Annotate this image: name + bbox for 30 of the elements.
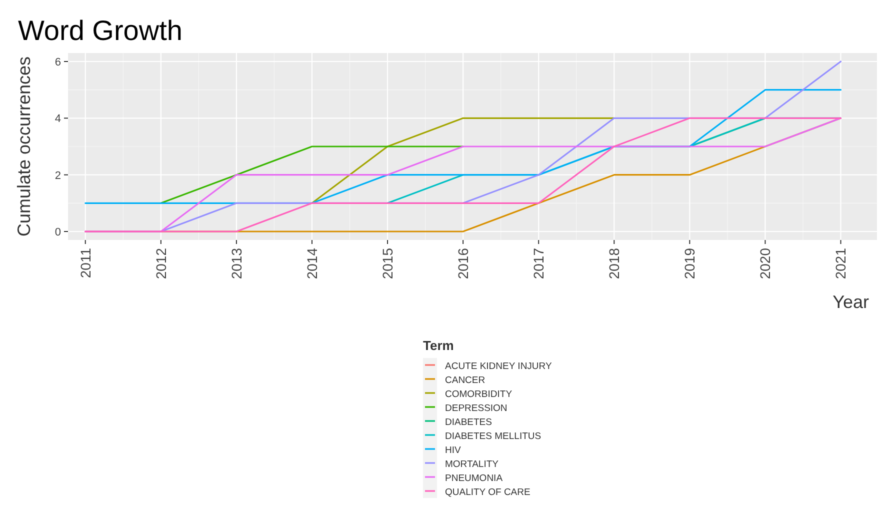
legend-label: ACUTE KIDNEY INJURY: [445, 361, 552, 372]
legend-label: HIV: [445, 445, 462, 456]
x-tick-label: 2011: [77, 248, 94, 278]
line-series: [84, 117, 842, 232]
y-tick-label: 4: [54, 113, 61, 126]
legend-label: CANCER: [445, 375, 486, 386]
chart-title: Word Growth: [18, 15, 182, 46]
y-tick-label: 6: [54, 56, 61, 68]
legend-title: Term: [423, 338, 454, 353]
legend-label: DIABETES: [445, 417, 492, 428]
x-tick-label: 2012: [152, 248, 169, 280]
x-tick-label: 2018: [606, 248, 622, 280]
y-tick-label: 2: [54, 170, 61, 182]
y-axis-title: Cumulate occurrences: [14, 56, 34, 237]
x-tick-label: 2015: [380, 248, 396, 280]
x-tick-label: 2021: [832, 248, 849, 280]
y-tick-label: 0: [54, 226, 61, 238]
x-tick-label: 2020: [757, 248, 774, 280]
legend-label: DIABETES MELLITUS: [445, 431, 542, 442]
x-tick-label: 2017: [530, 248, 547, 280]
legend-label: QUALITY OF CARE: [445, 487, 530, 498]
legend-label: DEPRESSION: [445, 403, 508, 414]
x-tick-label: 2014: [304, 248, 320, 280]
legend-label: MORTALITY: [445, 459, 500, 470]
legend-label: COMORBIDITY: [445, 389, 513, 400]
x-axis-title: Year: [832, 292, 869, 312]
x-tick-label: 2013: [228, 248, 244, 280]
x-tick-label: 2019: [682, 248, 698, 280]
x-tick-label: 2016: [455, 248, 472, 280]
legend-label: PNEUMONIA: [445, 473, 504, 484]
